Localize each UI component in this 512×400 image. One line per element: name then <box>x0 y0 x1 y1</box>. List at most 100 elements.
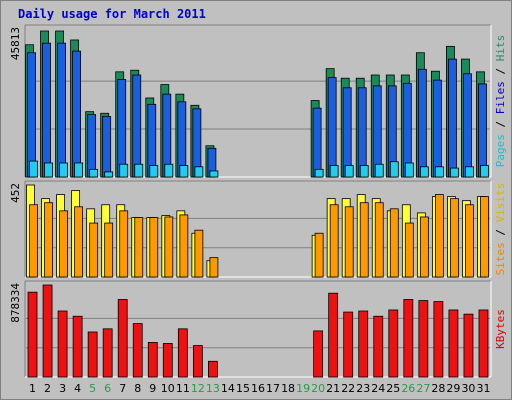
legend-sites-visits-part-1: Sites <box>494 242 507 275</box>
pages-bar-day-13 <box>209 170 219 178</box>
pages-bar-day-22 <box>344 165 354 178</box>
files-bar-day-5 <box>87 114 97 178</box>
sites-bar-day-27 <box>419 216 429 278</box>
sites-bar-day-13 <box>209 257 219 278</box>
x-tick-label-day-11: 11 <box>176 382 190 395</box>
sites-bar-day-3 <box>59 210 68 278</box>
x-tick-label-day-8: 8 <box>134 382 141 395</box>
x-tick-label-day-18: 18 <box>281 382 295 395</box>
kbytes-bar-day-31 <box>478 309 489 378</box>
kbytes-bar-day-30 <box>463 313 474 378</box>
files-bar-day-8 <box>132 74 142 178</box>
legend-sites-visits-part-2: / <box>494 222 507 242</box>
sites-bar-day-12 <box>194 229 204 278</box>
kbytes-bar-day-20 <box>313 330 324 378</box>
files-bar-day-31 <box>478 83 487 178</box>
pages-bar-day-20 <box>314 168 324 178</box>
x-tick-label-day-26: 26 <box>401 382 415 395</box>
x-tick-label-day-31: 31 <box>476 382 490 395</box>
kbytes-bar-day-29 <box>448 309 459 378</box>
files-bar-day-30 <box>463 73 472 178</box>
pages-bar-day-21 <box>329 165 339 178</box>
sites-bar-day-29 <box>450 198 459 278</box>
panel-2-ymax-label: 452 <box>9 183 22 203</box>
files-bar-day-27 <box>417 68 427 178</box>
sites-bar-day-6 <box>104 222 114 278</box>
pages-bar-day-10 <box>164 163 174 178</box>
files-bar-day-3 <box>57 42 66 178</box>
files-bar-day-7 <box>117 79 127 178</box>
x-tick-label-day-13: 13 <box>206 382 220 395</box>
sites-bar-day-1 <box>29 204 38 278</box>
sites-bar-day-20 <box>314 232 324 278</box>
x-tick-label-day-15: 15 <box>236 382 250 395</box>
sites-bar-day-8 <box>134 217 144 278</box>
legend-hits-files-pages-part-1: Pages <box>494 134 507 167</box>
x-tick-label-day-14: 14 <box>221 382 235 395</box>
legend-kbytes: KBytes <box>494 309 507 349</box>
kbytes-bar-day-25 <box>388 309 399 378</box>
kbytes-bar-day-23 <box>358 310 369 378</box>
x-tick-label-day-2: 2 <box>44 382 51 395</box>
kbytes-bar-day-21 <box>328 292 339 378</box>
pages-bar-day-23 <box>359 165 369 178</box>
x-tick-label-day-23: 23 <box>356 382 370 395</box>
pages-bar-day-2 <box>44 162 53 178</box>
pages-bar-day-6 <box>104 171 114 178</box>
x-tick-label-day-6: 6 <box>104 382 111 395</box>
legend-hits-files-pages: Pages / Files / Hits <box>494 35 507 168</box>
kbytes-bar-day-22 <box>343 311 354 378</box>
kbytes-bar-day-24 <box>373 315 384 378</box>
panel-3-ymax-label: 878334 <box>9 283 22 323</box>
x-tick-label-day-4: 4 <box>74 382 81 395</box>
files-bar-day-29 <box>448 58 457 178</box>
sites-bar-day-21 <box>329 204 339 278</box>
kbytes-bar-day-4 <box>72 315 83 378</box>
files-bar-day-21 <box>327 77 337 178</box>
sites-bar-day-10 <box>164 216 174 278</box>
kbytes-bar-day-28 <box>433 301 444 378</box>
legend-sites-visits: Sites / Visits <box>494 183 507 276</box>
x-tick-label-day-17: 17 <box>266 382 280 395</box>
pages-bar-day-24 <box>374 163 384 178</box>
files-bar-day-2 <box>42 42 51 178</box>
pages-bar-day-9 <box>149 165 159 178</box>
sites-bar-day-11 <box>179 214 189 278</box>
x-tick-label-day-28: 28 <box>431 382 445 395</box>
pages-bar-day-27 <box>419 166 429 178</box>
x-tick-label-day-27: 27 <box>416 382 430 395</box>
pages-bar-day-4 <box>74 162 84 178</box>
legend-hits-files-pages-part-2: / <box>494 114 507 134</box>
sites-bar-day-25 <box>389 208 399 278</box>
files-bar-day-23 <box>357 87 367 178</box>
x-tick-label-day-25: 25 <box>386 382 400 395</box>
kbytes-bar-day-1 <box>27 291 38 378</box>
sites-bar-day-2 <box>44 202 53 278</box>
kbytes-bar-day-9 <box>147 342 158 378</box>
files-bar-day-22 <box>342 87 352 178</box>
sites-bar-day-28 <box>434 194 444 278</box>
sites-bar-day-22 <box>344 206 354 278</box>
pages-bar-day-8 <box>134 163 144 178</box>
sites-bar-day-26 <box>404 222 414 278</box>
x-tick-label-day-20: 20 <box>311 382 325 395</box>
sites-bar-day-23 <box>359 202 369 278</box>
x-tick-label-day-7: 7 <box>119 382 126 395</box>
files-bar-day-4 <box>72 50 82 178</box>
pages-bar-day-26 <box>404 162 414 178</box>
x-tick-label-day-22: 22 <box>341 382 355 395</box>
pages-bar-day-28 <box>434 166 444 178</box>
files-bar-day-24 <box>372 85 382 178</box>
kbytes-bar-day-7 <box>117 299 128 378</box>
pages-bar-day-29 <box>450 167 459 178</box>
pages-bar-day-3 <box>59 162 68 178</box>
legend-sites-visits-part-3: Visits <box>494 183 507 223</box>
kbytes-bar-day-8 <box>132 323 143 378</box>
kbytes-bar-day-26 <box>403 299 414 378</box>
sites-bar-day-9 <box>149 217 159 278</box>
x-tick-label-day-1: 1 <box>29 382 36 395</box>
kbytes-bar-day-2 <box>42 284 53 378</box>
pages-bar-day-30 <box>465 166 474 178</box>
x-tick-label-day-21: 21 <box>326 382 340 395</box>
